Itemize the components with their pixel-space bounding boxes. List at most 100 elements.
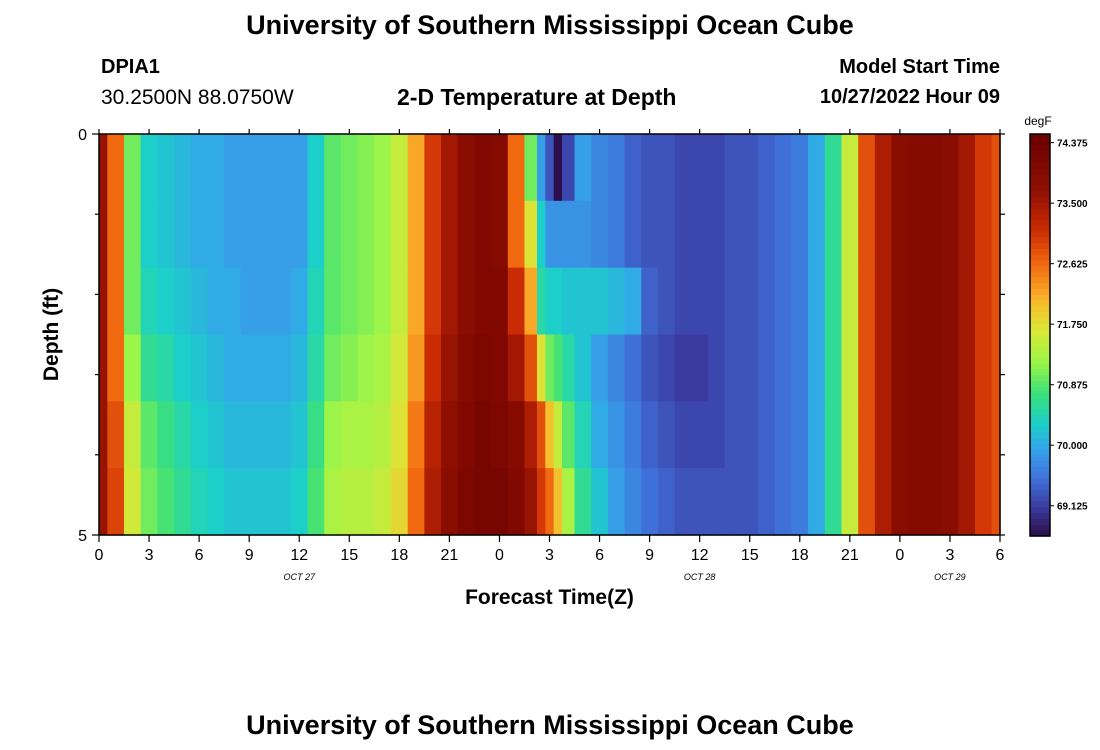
heatmap-cell — [808, 334, 826, 402]
heatmap-cell — [441, 200, 459, 269]
heatmap-cell — [691, 468, 709, 536]
heatmap-cell — [99, 334, 108, 402]
heatmap-cell — [99, 267, 108, 336]
colorbar-swatch — [1030, 455, 1050, 462]
heatmap-cell — [974, 134, 993, 202]
heatmap-cell — [641, 267, 659, 336]
x-tick-label: 21 — [841, 547, 859, 564]
heatmap-cell — [174, 200, 192, 269]
heatmap-cell — [207, 334, 225, 402]
colorbar-swatch — [1030, 231, 1050, 238]
heatmap-cell — [190, 334, 209, 402]
colorbar-swatch — [1030, 306, 1050, 313]
heatmap-cell — [174, 401, 192, 469]
colorbar-swatch — [1030, 312, 1050, 319]
heatmap-cell — [290, 468, 309, 536]
heatmap-cell — [758, 134, 776, 202]
heatmap-cell — [941, 334, 959, 402]
heatmap-cell — [524, 134, 538, 202]
heatmap-cell — [674, 134, 692, 202]
heatmap-cell — [457, 200, 476, 269]
heatmap-cell — [791, 134, 809, 202]
heatmap-cell — [991, 468, 1001, 536]
colorbar-swatch — [1030, 329, 1050, 336]
heatmap-cell — [657, 468, 676, 536]
heatmap-cell — [691, 134, 709, 202]
heatmap-cell — [491, 267, 509, 336]
heatmap-cell — [207, 468, 225, 536]
heatmap-cell — [390, 468, 409, 536]
colorbar-swatch — [1030, 490, 1050, 497]
heatmap-cell — [424, 134, 442, 202]
heatmap-cell — [591, 401, 609, 469]
heatmap-cell — [774, 334, 793, 402]
heatmap-cell — [207, 267, 225, 336]
heatmap-cell — [224, 468, 242, 536]
heatmap-cell — [257, 200, 275, 269]
heatmap-cell — [507, 134, 526, 202]
colorbar-swatch — [1030, 294, 1050, 302]
colorbar-label: 70.000 — [1057, 441, 1088, 452]
heatmap-cell — [607, 267, 626, 336]
heatmap-cell — [307, 334, 325, 402]
heatmap-cell — [724, 334, 742, 402]
heatmap-cell — [758, 267, 776, 336]
heatmap-cell — [374, 334, 392, 402]
heatmap-cell — [207, 134, 225, 202]
heatmap-cell — [124, 267, 142, 336]
colorbar-swatch — [1030, 243, 1050, 250]
heatmap-cell — [224, 134, 242, 202]
heatmap-cell — [574, 334, 592, 402]
heatmap-cell — [562, 134, 576, 202]
heatmap-cell — [407, 334, 425, 402]
colorbar-swatch — [1030, 145, 1050, 152]
heatmap-cell — [491, 200, 509, 269]
chart-subtitle: 2-D Temperature at Depth — [397, 84, 677, 110]
heatmap-cell — [562, 200, 576, 269]
heatmap-cell — [553, 267, 563, 336]
heatmap-cell — [390, 134, 409, 202]
heatmap-cell — [407, 267, 425, 336]
heatmap-cell — [691, 200, 709, 269]
heatmap-cell — [824, 267, 843, 336]
heatmap-cell — [524, 334, 538, 402]
heatmap-cell — [624, 134, 642, 202]
colorbar-swatch — [1030, 449, 1050, 457]
heatmap-cell — [274, 334, 292, 402]
model-start-label: Model Start Time — [839, 56, 1000, 78]
colorbar-swatch — [1030, 191, 1050, 198]
heatmap-cell — [941, 134, 959, 202]
heatmap-cell — [808, 401, 826, 469]
heatmap-cell — [607, 134, 626, 202]
heatmap-cell — [124, 468, 142, 536]
heatmap-cell — [553, 334, 563, 402]
heatmap-cell — [891, 468, 909, 536]
heatmap-cell — [224, 334, 242, 402]
heatmap-cell — [507, 200, 526, 269]
heatmap-cell — [424, 200, 442, 269]
heatmap-cell — [808, 267, 826, 336]
heatmap-cell — [340, 401, 359, 469]
heatmap-cell — [691, 267, 709, 336]
colorbar-swatch — [1030, 415, 1050, 422]
heatmap-cell — [841, 200, 859, 269]
x-date-label: OCT 27 — [283, 572, 316, 582]
heatmap-cell — [674, 334, 692, 402]
colorbar-swatch — [1030, 277, 1050, 284]
x-date-label: OCT 28 — [684, 572, 716, 582]
heatmap-cell — [390, 267, 409, 336]
heatmap-cell — [741, 267, 759, 336]
colorbar-swatch — [1030, 472, 1050, 480]
heatmap-cell — [407, 401, 425, 469]
heatmap-cell — [474, 401, 492, 469]
heatmap-cell — [858, 401, 876, 469]
heatmap-cell — [491, 334, 509, 402]
colorbar-swatch — [1030, 237, 1050, 244]
colorbar-swatch — [1030, 375, 1050, 382]
colorbar-swatch — [1030, 185, 1050, 193]
heatmap-cell — [891, 200, 909, 269]
heatmap-cell — [841, 267, 859, 336]
heatmap-cell — [536, 200, 546, 269]
colorbar-swatch — [1030, 421, 1050, 428]
